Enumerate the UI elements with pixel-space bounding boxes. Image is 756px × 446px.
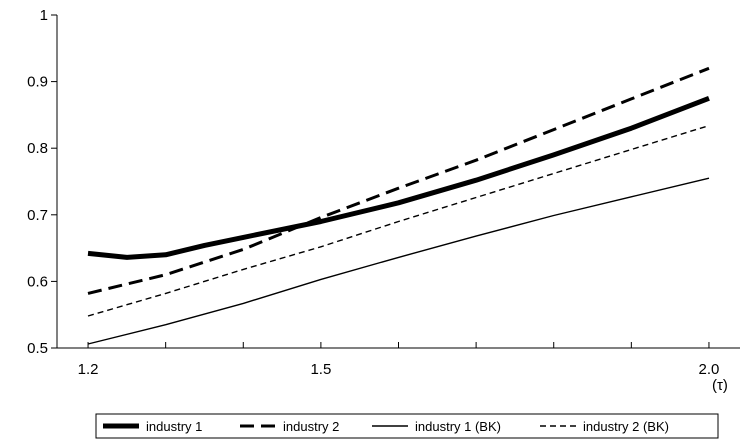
series-line-4 <box>87 124 710 317</box>
y-tick-label: 0.7 <box>27 207 48 224</box>
x-axis-ticks: 1.2 1.5 2.0 <box>78 342 720 378</box>
y-tick-label: 0.6 <box>27 273 48 290</box>
x-tick-label: 2.0 <box>699 361 720 378</box>
series-line-1 <box>87 95 710 260</box>
series-line-3 <box>87 177 710 345</box>
x-axis-unit-label: (τ) <box>712 377 728 394</box>
y-tick-label: 0.5 <box>27 340 48 357</box>
legend-label: industry 2 (BK) <box>583 419 669 434</box>
y-tick-label: 1 <box>40 7 48 24</box>
legend: industry 1 industry 2 industry 1 (BK) indus… <box>95 413 719 439</box>
y-axis-ticks: 0.5 0.6 0.7 0.8 0.9 1 <box>27 7 57 357</box>
series-layer <box>87 66 710 345</box>
series-line-2 <box>87 66 710 295</box>
legend-label: industry 1 <box>146 419 202 434</box>
legend-label: industry 1 (BK) <box>415 419 501 434</box>
y-tick-label: 0.9 <box>27 74 48 91</box>
x-tick-label: 1.2 <box>78 361 99 378</box>
x-tick-label: 1.5 <box>310 361 331 378</box>
legend-label: industry 2 <box>283 419 339 434</box>
y-tick-label: 0.8 <box>27 140 48 157</box>
